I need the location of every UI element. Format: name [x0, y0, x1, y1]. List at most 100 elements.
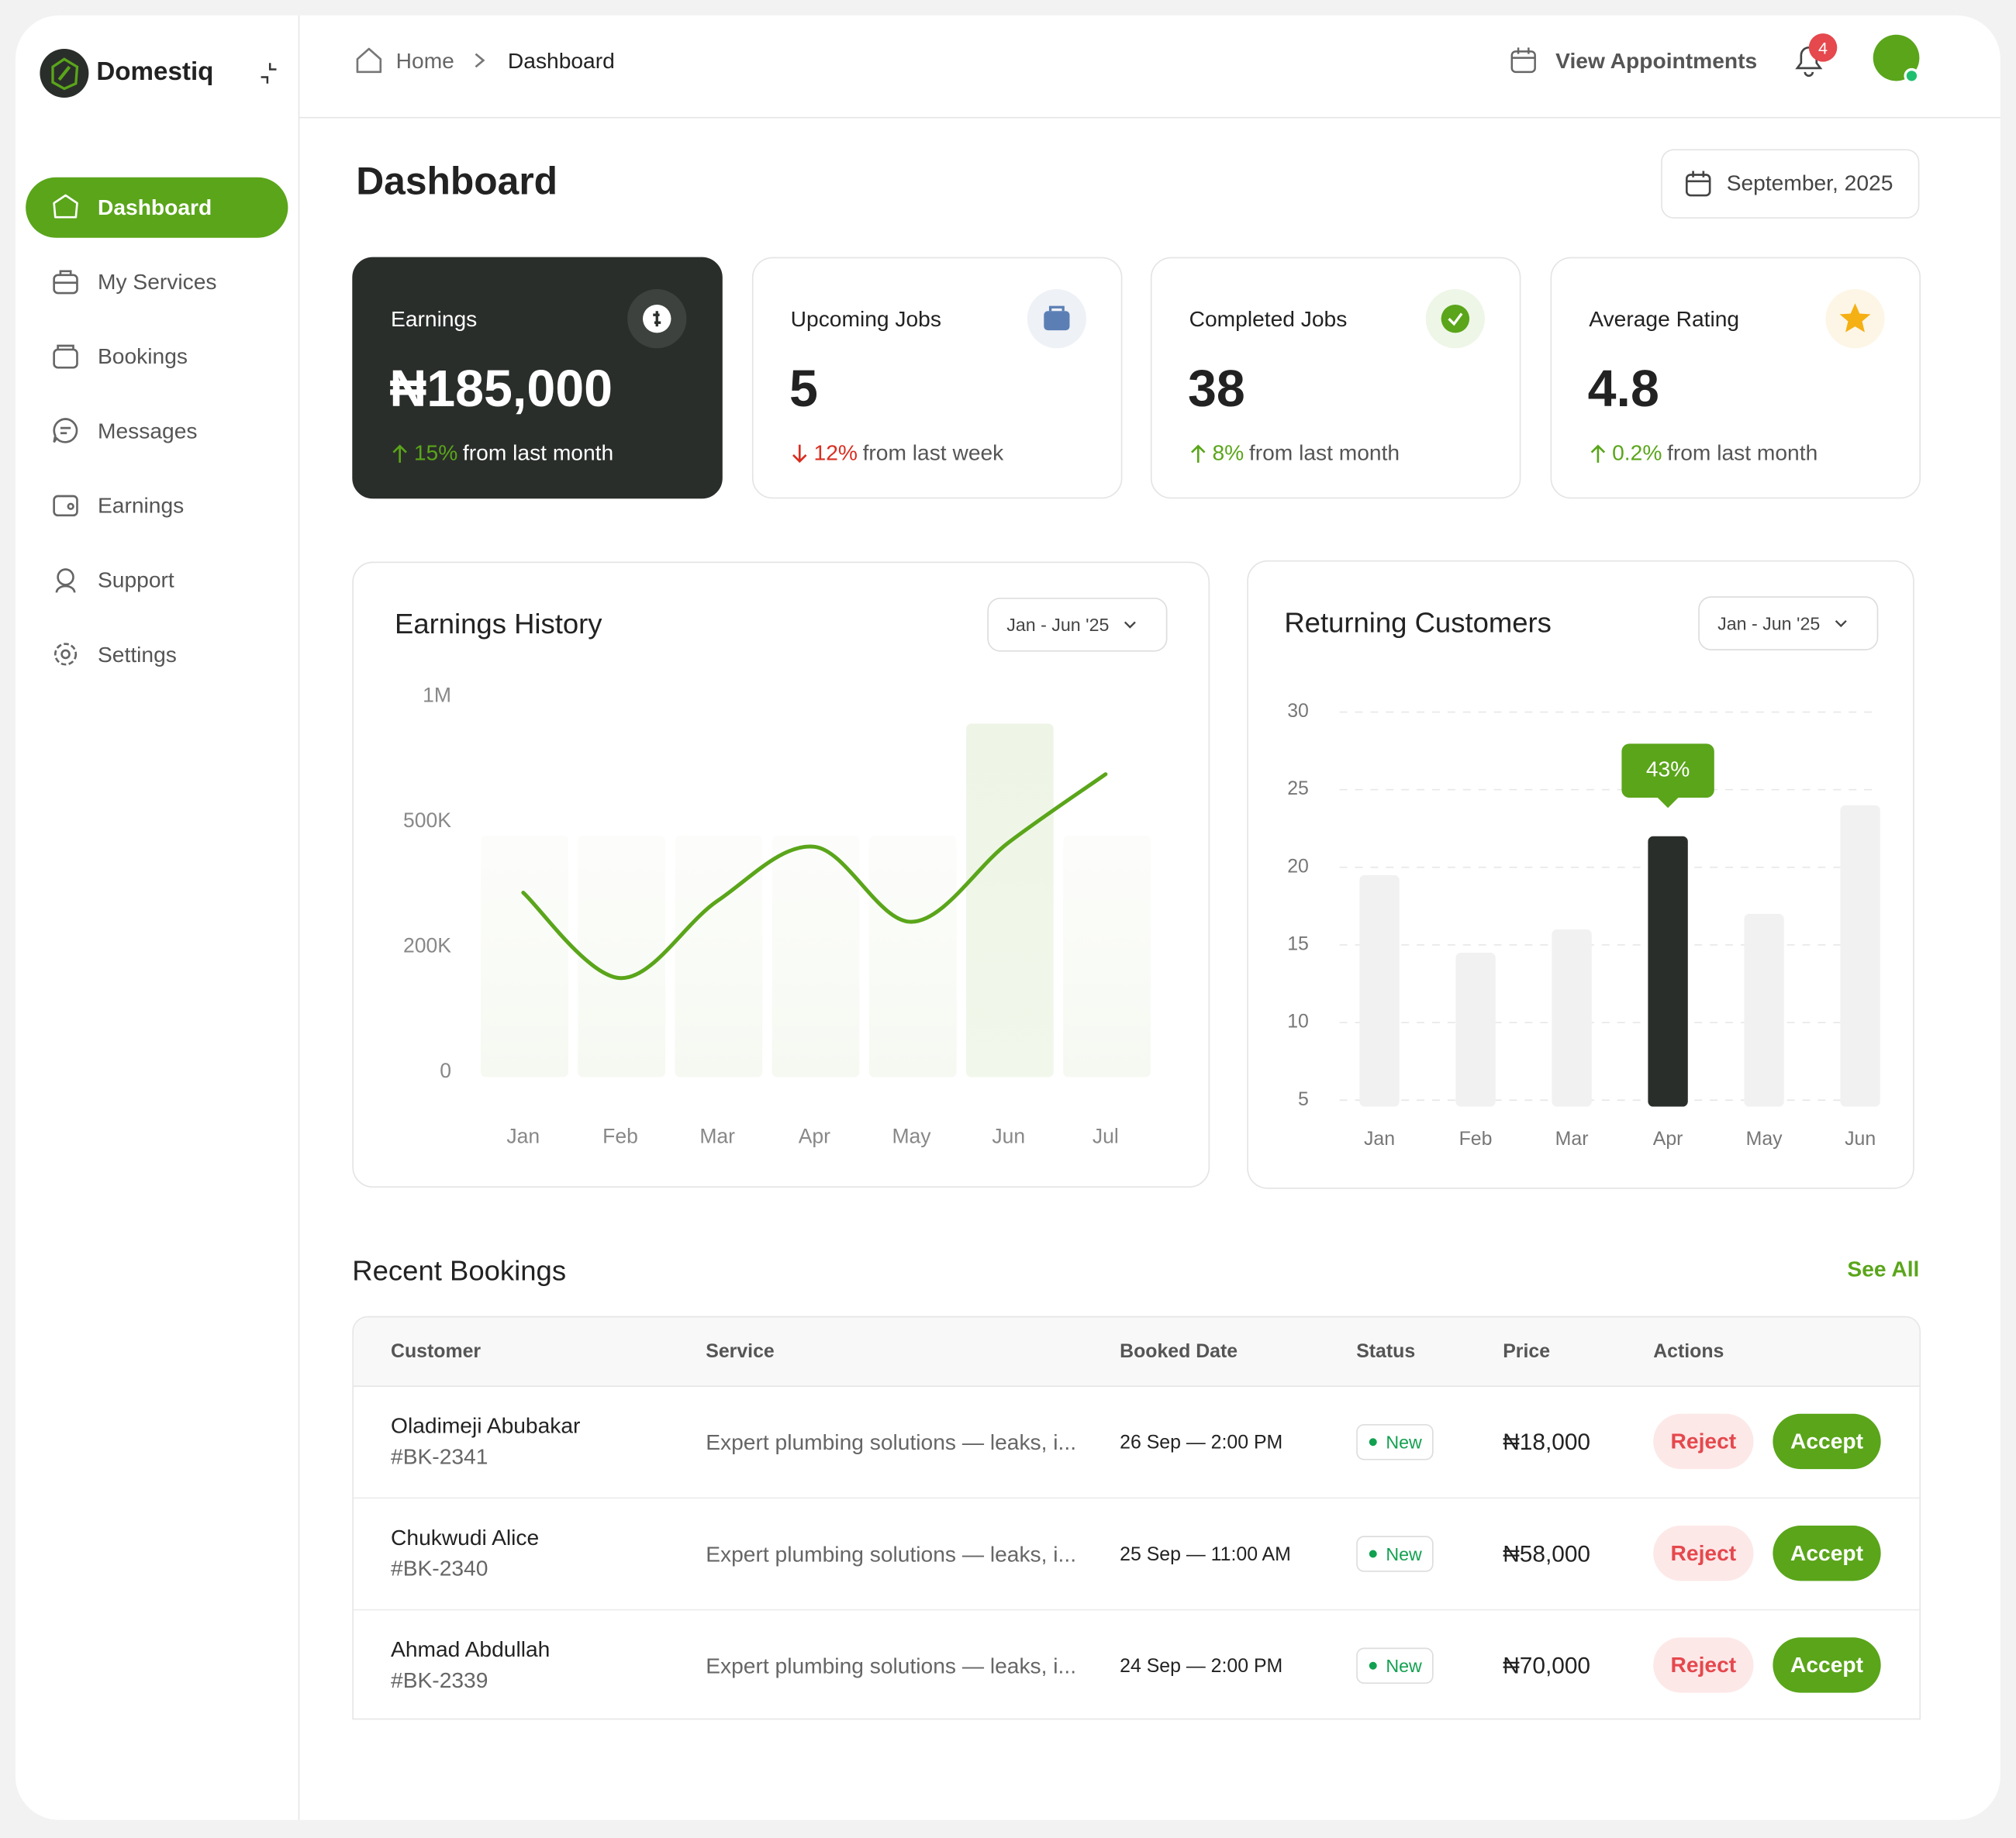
service: Expert plumbing solutions — leaks, i...: [706, 1430, 1077, 1455]
nav-label: Bookings: [98, 343, 188, 369]
y-tick-label: 5: [1298, 1088, 1309, 1110]
breadcrumb-current: Dashboard: [507, 49, 615, 74]
customer-name: Oladimeji Abubakar: [391, 1413, 581, 1439]
stat-icon: [1825, 289, 1885, 349]
nav-item[interactable]: Bookings: [26, 326, 288, 387]
nav-item[interactable]: Earnings: [26, 475, 288, 536]
column-header: Customer: [391, 1340, 482, 1363]
column-header: Actions: [1653, 1340, 1724, 1363]
nav-label: Messages: [98, 418, 198, 443]
trend-arrow: [392, 444, 407, 463]
stat-card: Average Rating 4.8 0.2% from last month: [1550, 257, 1921, 499]
section-title: Recent Bookings: [352, 1254, 567, 1287]
x-tick-label: Jan: [506, 1124, 540, 1147]
nav-label: Dashboard: [98, 195, 212, 219]
booking-id: #BK-2339: [391, 1668, 488, 1693]
stat-card: Earnings ₦185,000 15% from last month: [352, 257, 723, 499]
x-tick-label: Mar: [699, 1124, 735, 1147]
x-tick-label: Apr: [1653, 1128, 1683, 1150]
y-tick-label: 20: [1287, 855, 1309, 877]
stat-change-value: 0.2%: [1612, 440, 1662, 466]
status-text: New: [1386, 1543, 1422, 1564]
stat-change-value: 8%: [1212, 440, 1244, 466]
nav-item[interactable]: Messages: [26, 401, 288, 461]
nav-label: Earnings: [98, 492, 185, 518]
see-all[interactable]: See All: [1847, 1257, 1920, 1282]
status-dot: [1369, 1661, 1377, 1670]
view-appointments[interactable]: View Appointments: [1555, 49, 1758, 74]
table: Customer Service Booked Date Status Price Act…: [352, 1316, 1921, 1720]
stat-icon: [627, 289, 687, 349]
nav-icon: [53, 194, 78, 219]
stat-change: 12% from last week: [791, 440, 1003, 467]
chevron: [475, 53, 485, 68]
accept-button[interactable]: Accept: [1773, 1637, 1881, 1693]
status-pill: New: [1356, 1647, 1434, 1684]
bar: [1840, 805, 1880, 1107]
stat-change: 15% from last month: [391, 441, 613, 467]
service: Expert plumbing solutions — leaks, i...: [706, 1542, 1077, 1567]
range-label: Jan - Jun '25: [1006, 614, 1110, 636]
customer-name: Chukwudi Alice: [391, 1526, 540, 1550]
customer-name: Ahmad Abdullah: [391, 1637, 551, 1662]
table-header: [353, 1317, 1920, 1387]
column-band: [1063, 835, 1151, 1078]
stat-note: from last month: [1248, 440, 1400, 466]
bar: [1552, 929, 1592, 1107]
stat-change-value: 15%: [413, 440, 458, 466]
nav-item[interactable]: Support: [26, 550, 288, 611]
x-tick-label: May: [892, 1124, 931, 1147]
chart-title: Returning Customers: [1284, 606, 1552, 638]
stat-change: 8% from last month: [1189, 441, 1400, 467]
y-tick-label: 500K: [403, 809, 451, 832]
stat-value: 4.8: [1587, 360, 1659, 418]
date-picker[interactable]: September, 2025: [1661, 149, 1920, 219]
status-text: New: [1386, 1432, 1422, 1453]
nav-item[interactable]: My Services: [26, 252, 288, 312]
reject-button[interactable]: Reject: [1653, 1526, 1754, 1581]
collapse-button[interactable]: [257, 62, 281, 85]
range-dropdown[interactable]: Jan - Jun '25: [987, 597, 1168, 652]
notification-badge: 4: [1808, 33, 1838, 62]
bar: [1455, 952, 1496, 1107]
stat-label: Upcoming Jobs: [790, 307, 941, 332]
nav-label: Support: [98, 567, 174, 592]
column-band: [481, 835, 568, 1078]
stat-change: 0.2% from last month: [1589, 441, 1818, 467]
reject-button[interactable]: Reject: [1653, 1637, 1754, 1693]
column-band: [868, 835, 957, 1078]
stat-note: from last month: [462, 440, 614, 466]
service: Expert plumbing solutions — leaks, i...: [706, 1654, 1077, 1679]
stat-change-value: 12%: [813, 440, 858, 466]
nav-icon: [53, 495, 78, 517]
bar: [1359, 874, 1400, 1107]
status-dot: [1369, 1438, 1377, 1447]
column-band: [578, 835, 666, 1078]
accept-button[interactable]: Accept: [1773, 1526, 1881, 1581]
range-dropdown[interactable]: Jan - Jun '25: [1698, 596, 1879, 650]
sidebar: [16, 15, 300, 1820]
chart-title: Earnings History: [395, 608, 602, 640]
row-divider: [353, 1497, 1920, 1499]
x-tick-label: May: [1746, 1128, 1783, 1150]
column-band: [772, 835, 860, 1078]
nav-item[interactable]: Dashboard: [26, 177, 288, 238]
bar: [1744, 913, 1784, 1107]
y-tick-label: 10: [1287, 1011, 1309, 1033]
column-header: Service: [706, 1340, 775, 1363]
breadcrumb-home[interactable]: Home: [395, 49, 454, 74]
column-header: Booked Date: [1120, 1340, 1238, 1363]
avatar[interactable]: [1870, 33, 1925, 88]
accept-button[interactable]: Accept: [1773, 1413, 1881, 1470]
tooltip-label: 43%: [1646, 757, 1690, 781]
stat-note: from last month: [1667, 440, 1818, 466]
nav-item[interactable]: Settings: [26, 625, 288, 685]
y-tick-label: 30: [1287, 700, 1309, 722]
divider: [299, 116, 2000, 119]
x-tick-label: Jan: [1364, 1128, 1395, 1150]
reject-button[interactable]: Reject: [1653, 1413, 1754, 1470]
trend-arrow: [1191, 444, 1206, 463]
stat-card: Upcoming Jobs 5 12% from last week: [751, 257, 1123, 499]
column-header: Status: [1356, 1340, 1416, 1363]
